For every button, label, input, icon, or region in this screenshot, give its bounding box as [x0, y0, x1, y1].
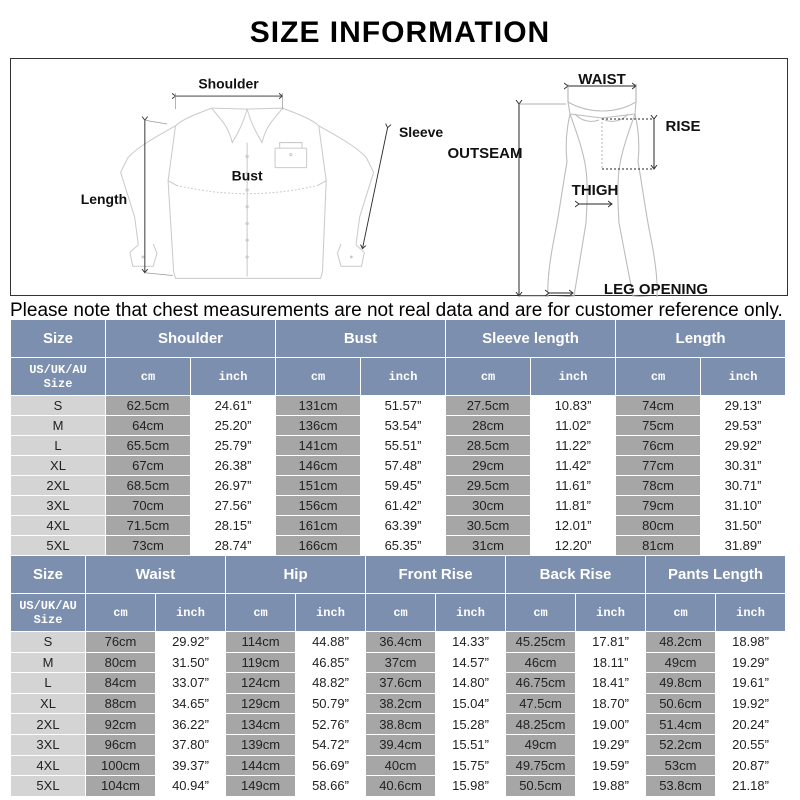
svg-text:RISE: RISE	[665, 118, 700, 135]
svg-text:WAIST: WAIST	[578, 71, 626, 88]
svg-text:Shoulder: Shoulder	[198, 76, 259, 92]
svg-text:Sleeve: Sleeve	[399, 124, 443, 140]
svg-text:OUTSEAM: OUTSEAM	[448, 145, 523, 162]
svg-text:Bust: Bust	[232, 168, 263, 184]
svg-text:Length: Length	[81, 191, 127, 207]
svg-text:THIGH: THIGH	[572, 182, 619, 199]
svg-text:LEG OPENING: LEG OPENING	[604, 281, 708, 297]
